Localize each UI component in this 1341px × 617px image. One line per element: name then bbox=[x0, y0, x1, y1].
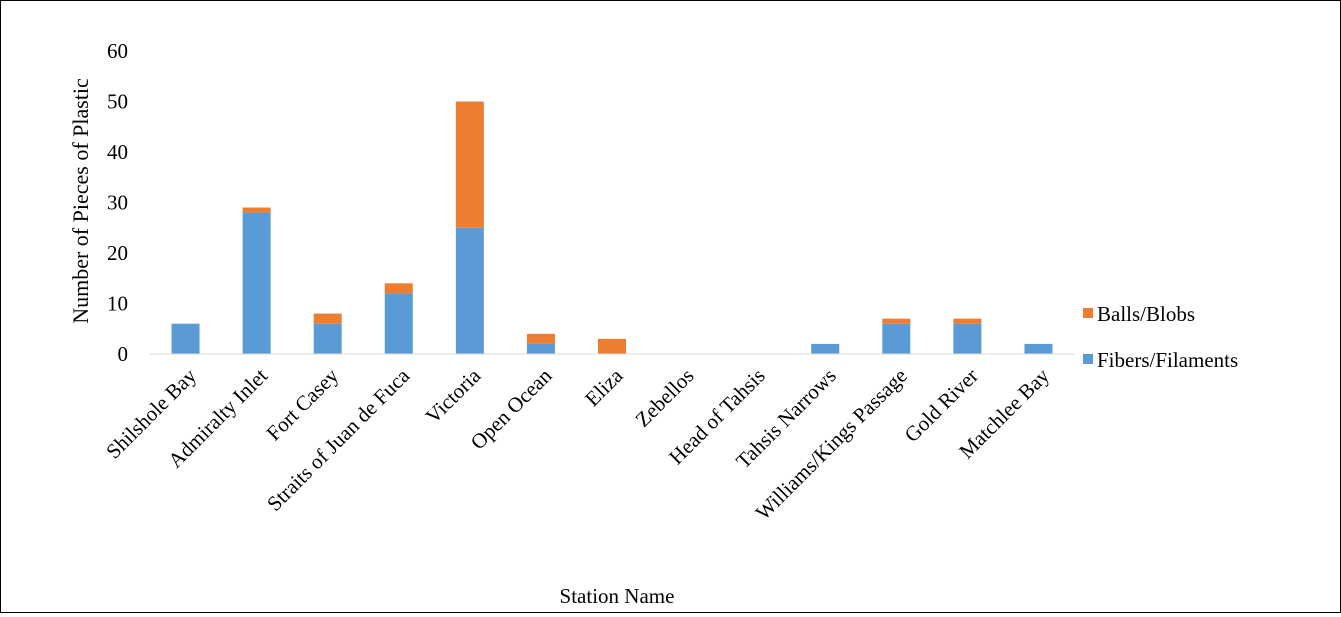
legend: Balls/Blobs Fibers/Filaments bbox=[1083, 302, 1238, 372]
bar-fibers-filaments-3 bbox=[384, 293, 413, 354]
bar-balls-blobs-2 bbox=[313, 313, 342, 324]
bar-fibers-filaments-1 bbox=[242, 212, 271, 354]
legend-label: Balls/Blobs bbox=[1097, 302, 1195, 326]
legend-swatch bbox=[1083, 308, 1093, 318]
bar-balls-blobs-4 bbox=[455, 101, 484, 228]
bar-balls-blobs-3 bbox=[384, 283, 413, 294]
bar-fibers-filaments-0 bbox=[171, 323, 200, 354]
x-tick-label: Victoria bbox=[421, 363, 486, 428]
y-tick-label: 40 bbox=[107, 140, 128, 164]
bar-balls-blobs-1 bbox=[242, 207, 271, 213]
bar-fibers-filaments-2 bbox=[313, 323, 342, 354]
legend-swatch bbox=[1083, 354, 1093, 364]
y-tick-label: 0 bbox=[118, 342, 129, 366]
y-tick-label: 60 bbox=[107, 39, 128, 63]
bar-fibers-filaments-10 bbox=[882, 323, 911, 354]
y-tick-label: 50 bbox=[107, 90, 128, 114]
x-tick-label: Zebellos bbox=[631, 364, 699, 432]
bar-fibers-filaments-11 bbox=[953, 323, 982, 354]
y-tick-label: 30 bbox=[107, 191, 128, 215]
bar-fibers-filaments-4 bbox=[455, 227, 484, 354]
legend-label: Fibers/Filaments bbox=[1097, 348, 1238, 372]
x-tick-label: Straits of Juan de Fuca bbox=[262, 363, 415, 516]
bars-layer bbox=[171, 101, 1053, 354]
y-tick-label: 10 bbox=[107, 292, 128, 316]
bar-fibers-filaments-5 bbox=[526, 343, 555, 354]
y-axis-label: Number of Pieces of Plastic bbox=[68, 78, 93, 324]
bar-fibers-filaments-9 bbox=[811, 343, 840, 354]
y-tick-label: 20 bbox=[107, 241, 128, 265]
bar-balls-blobs-11 bbox=[953, 318, 982, 324]
x-tick-label: Eliza bbox=[580, 363, 628, 411]
bar-balls-blobs-6 bbox=[598, 338, 626, 354]
bar-fibers-filaments-12 bbox=[1024, 343, 1053, 354]
x-axis-label: Station Name bbox=[560, 584, 675, 608]
y-axis-ticks: 0 10 20 30 40 50 60 bbox=[107, 39, 128, 366]
bar-balls-blobs-10 bbox=[882, 318, 911, 324]
bar-balls-blobs-5 bbox=[526, 333, 555, 344]
